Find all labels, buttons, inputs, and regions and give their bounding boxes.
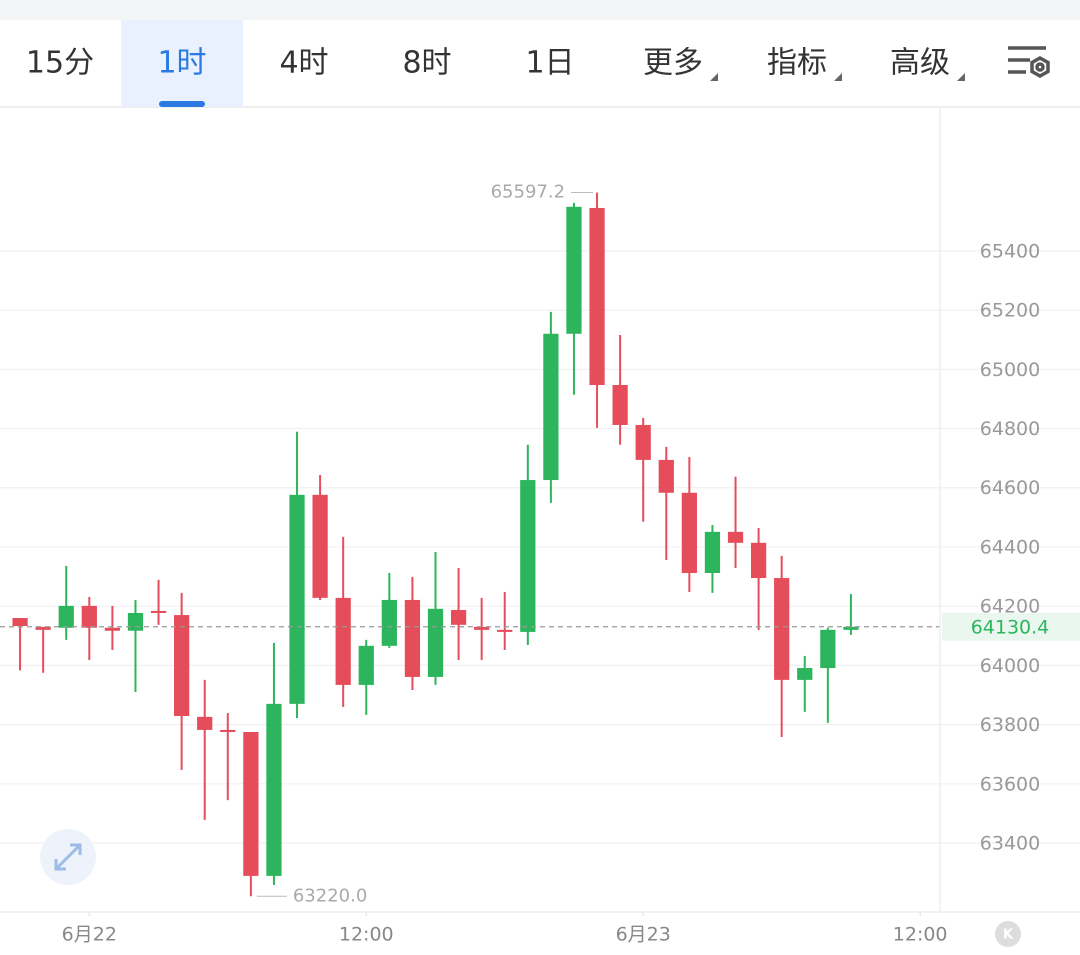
candle-body (35, 626, 51, 630)
candle-body (358, 645, 374, 685)
x-tick-label: 6月23 (616, 924, 671, 946)
candle-body (543, 333, 559, 481)
candle-body (520, 480, 536, 632)
tab[interactable]: 15分 (26, 46, 94, 81)
candle-body (774, 578, 790, 680)
candle-body (404, 599, 421, 677)
candle-body (566, 206, 582, 334)
y-tick-label: 65000 (980, 359, 1040, 381)
y-tick-label: 64600 (980, 477, 1040, 499)
x-tick-label: 12:00 (339, 924, 394, 946)
candle-body (589, 207, 605, 386)
y-tick-label: 63800 (980, 714, 1040, 736)
y-tick-label: 64000 (980, 655, 1040, 677)
active-tab-bg (121, 20, 243, 107)
candle-body (220, 729, 236, 732)
x-tick-label: 12:00 (893, 924, 948, 946)
candle-body (612, 385, 628, 425)
candle-body (104, 627, 121, 631)
dropdown-caret (957, 73, 965, 81)
candle-body (381, 599, 397, 646)
candle-body (58, 605, 74, 628)
tab[interactable]: 1时 (157, 46, 206, 81)
candle-body (335, 597, 351, 685)
candle-body (474, 626, 490, 630)
settings-icon[interactable] (1008, 46, 1050, 79)
svg-text:K: K (1003, 928, 1014, 943)
plot-area: 63400 63600 63800 64000 64200 64400 64600 64800… (0, 182, 1080, 946)
candle-body (266, 703, 282, 876)
candle-body (750, 542, 767, 579)
candle-body (174, 615, 190, 717)
y-tick-label: 64200 (980, 596, 1040, 618)
dropdown-caret (834, 73, 842, 81)
y-tick-label: 65200 (980, 300, 1040, 322)
candle-body (127, 612, 144, 631)
candle-body (681, 492, 697, 574)
candle-body (81, 605, 97, 628)
max-label: 65597.2 (491, 182, 565, 203)
tab[interactable]: 1日 (525, 46, 574, 81)
tab[interactable]: 4时 (279, 46, 328, 81)
active-tab-underline (159, 101, 205, 107)
last-price-label: 64130.4 (971, 616, 1050, 638)
y-tick-label: 65400 (980, 240, 1040, 262)
candle-body (243, 731, 259, 876)
tab[interactable]: 8时 (402, 46, 451, 81)
tabs: 15分 1时 4时 8时 1日 更多 指标 高级 (26, 20, 965, 107)
candle-body (197, 716, 213, 730)
top-strip (0, 0, 1080, 20)
candle-body (450, 610, 467, 625)
y-tick-label: 63400 (980, 833, 1040, 855)
candle-body (843, 626, 859, 630)
candle-body (312, 494, 328, 598)
candle-body (704, 531, 721, 574)
candle-body (497, 629, 513, 632)
candle-body (797, 668, 813, 680)
candle-body (635, 424, 651, 460)
expand-button[interactable] (40, 829, 96, 885)
dropdown-caret (710, 73, 718, 81)
candle-body (289, 494, 305, 704)
candle-body (658, 459, 674, 493)
min-label: 63220.0 (293, 885, 367, 906)
candle-body (727, 531, 744, 543)
last-price-box (942, 612, 1080, 641)
candle-body (820, 629, 836, 669)
y-tick-label: 63600 (980, 773, 1040, 795)
tab[interactable]: 更多 (643, 46, 703, 81)
candle-body (12, 618, 28, 627)
candle-body (150, 610, 167, 613)
tab[interactable]: 高级 (890, 46, 950, 81)
tab[interactable]: 指标 (767, 46, 827, 81)
x-tick-label: 6月22 (62, 924, 117, 946)
y-tick-label: 64400 (980, 536, 1040, 558)
candle-body (427, 608, 444, 677)
y-tick-label: 64800 (980, 418, 1040, 440)
kline-toggle[interactable]: K (995, 921, 1021, 947)
